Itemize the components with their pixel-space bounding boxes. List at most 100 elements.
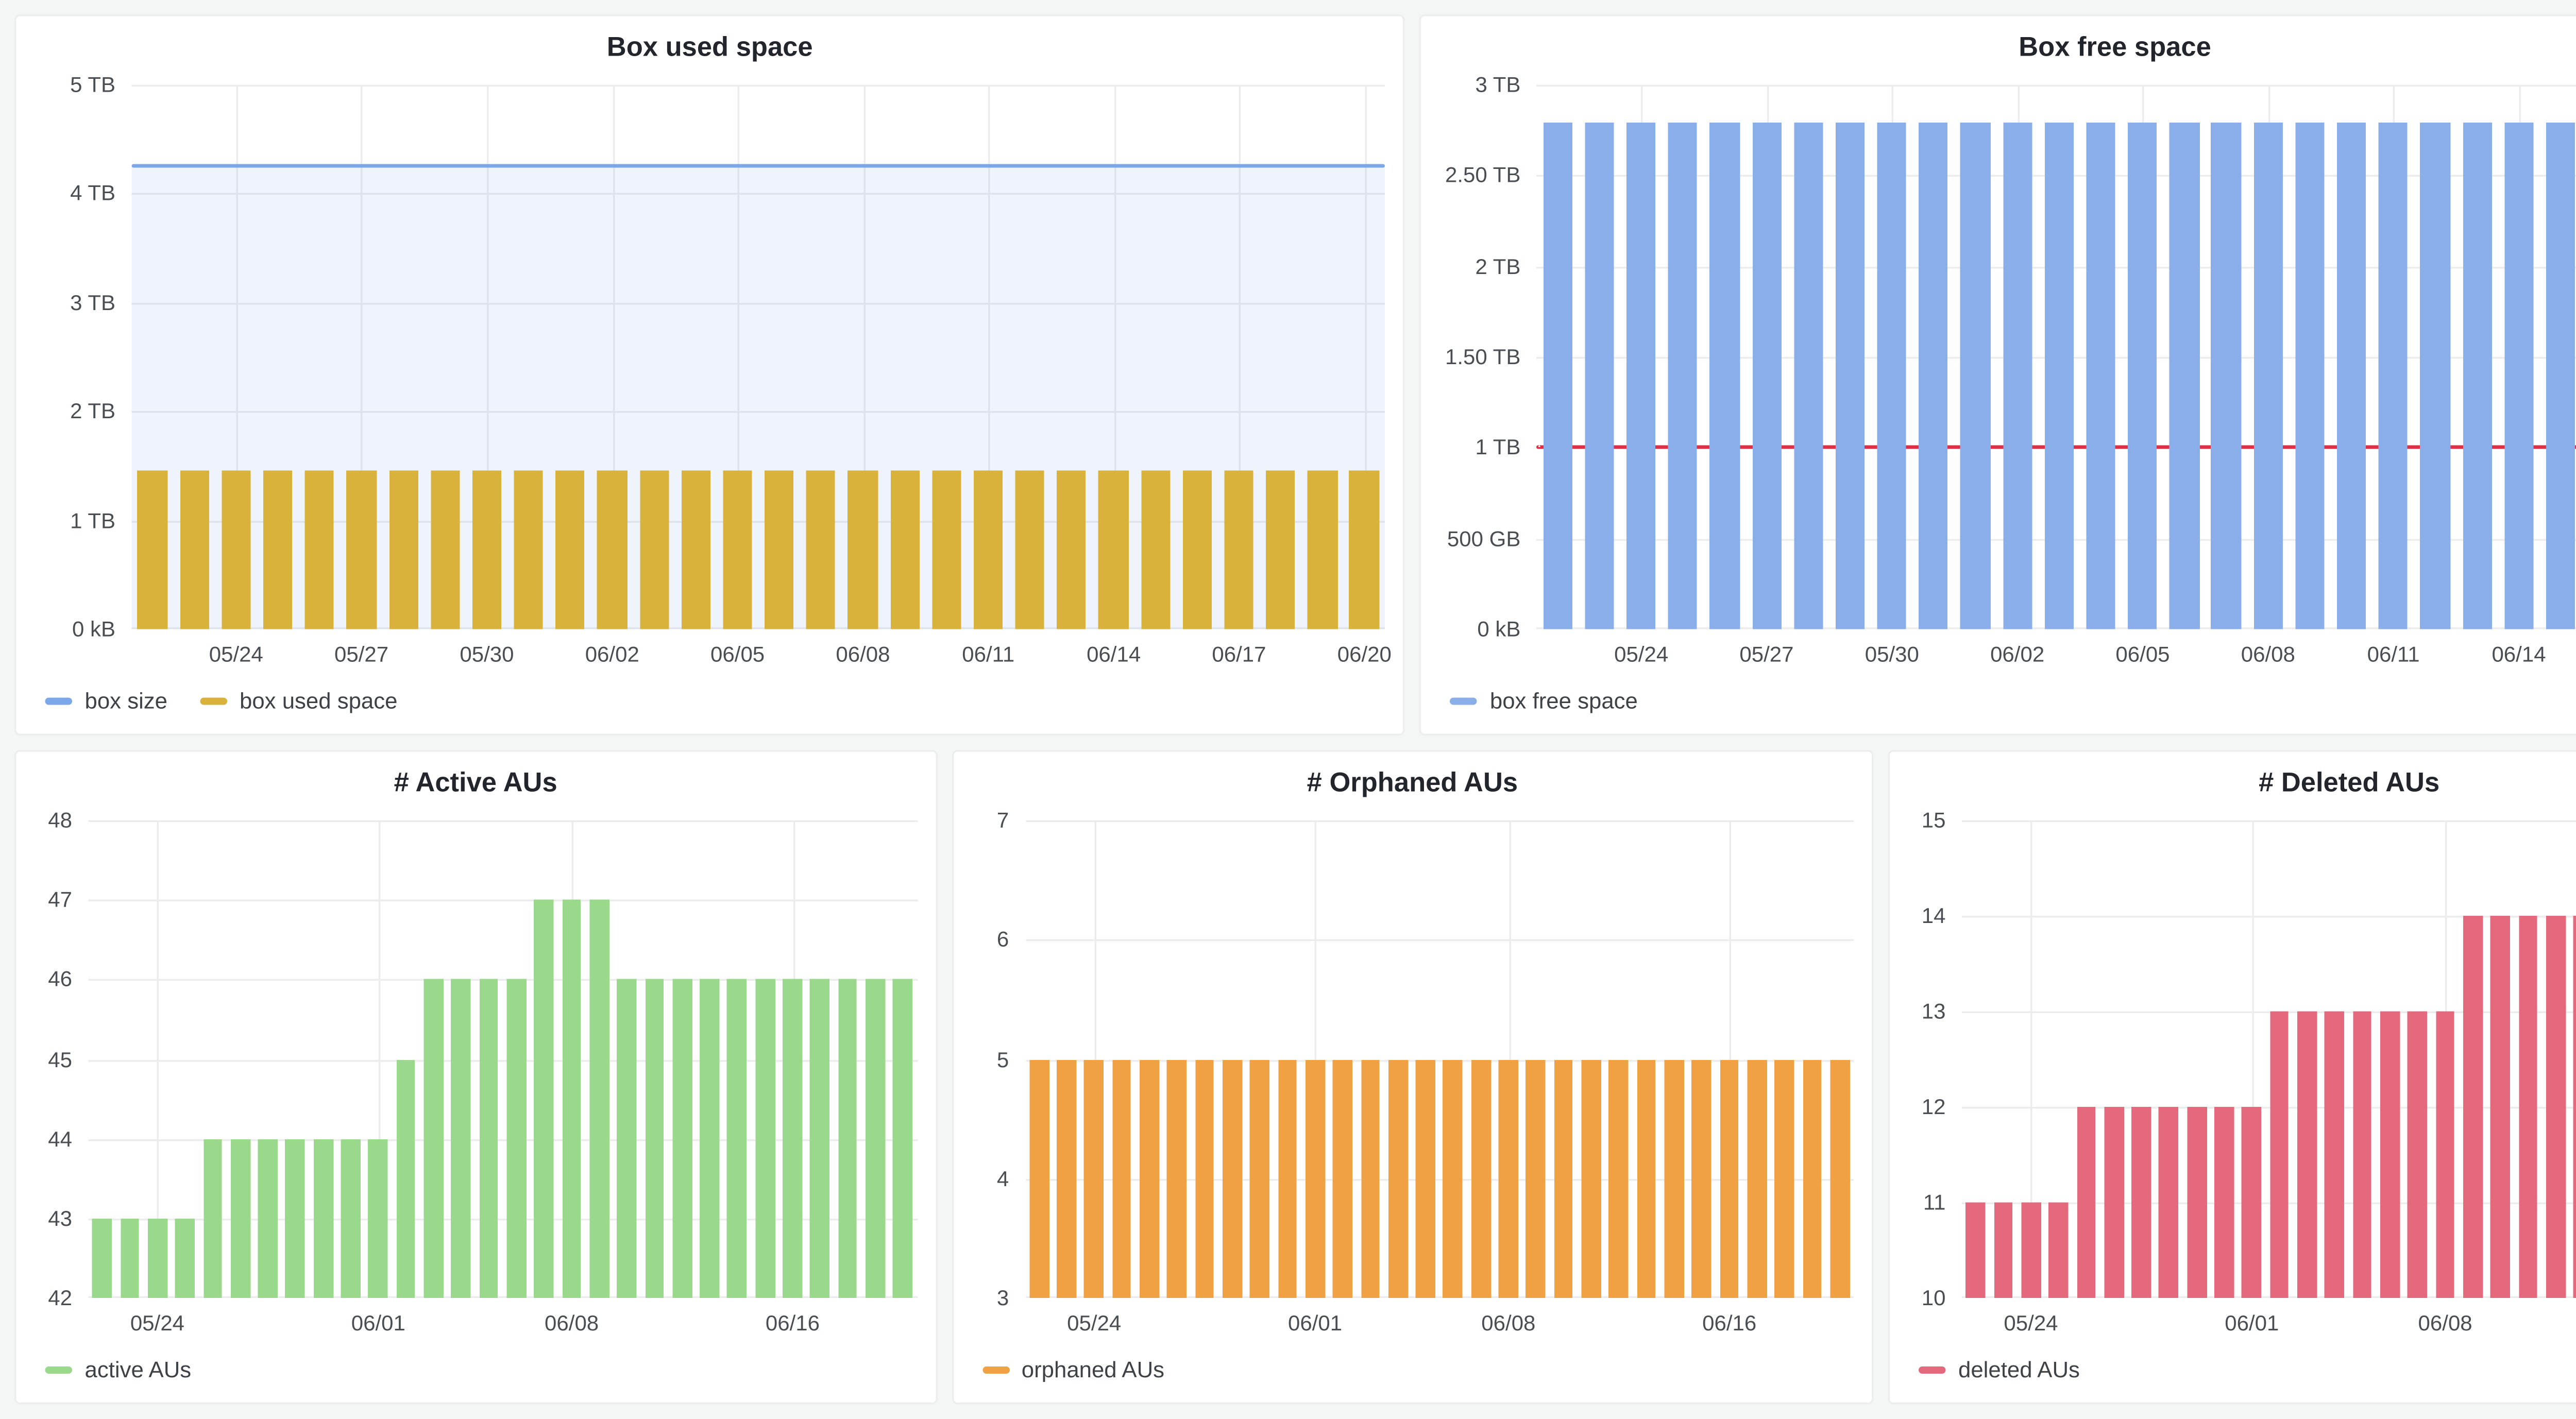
y-tick-label: 3 <box>997 1286 1009 1311</box>
panel-title[interactable]: Box free space <box>1439 27 2576 71</box>
bar <box>2187 1107 2207 1298</box>
bar <box>120 1218 140 1298</box>
y-tick-label: 2.50 TB <box>1445 163 1520 188</box>
legend-label: orphaned AUs <box>1022 1358 1164 1383</box>
bar <box>2435 1012 2455 1298</box>
plot-area[interactable] <box>1025 820 1854 1298</box>
bar <box>1710 123 1739 629</box>
x-tick-label: 06/08 <box>2418 1311 2472 1336</box>
bar <box>848 471 877 629</box>
x-tick-label: 06/05 <box>710 642 765 667</box>
legend-label: box free space <box>1490 689 1638 714</box>
y-tick-label: 14 <box>1922 903 1946 929</box>
bar <box>617 980 637 1298</box>
bar <box>506 980 526 1298</box>
x-tick-label: 06/11 <box>962 642 1014 667</box>
bar <box>286 1139 306 1298</box>
x-tick-label: 06/14 <box>2492 642 2546 667</box>
bar <box>866 980 885 1298</box>
x-tick-label: 05/24 <box>1067 1311 1121 1336</box>
bar <box>639 471 669 629</box>
bar-series-box-used-space <box>132 85 1385 629</box>
panel-title[interactable]: Box used space <box>35 27 1385 71</box>
bar <box>2021 1203 2041 1298</box>
bar <box>2352 1012 2372 1298</box>
bar <box>1836 123 1865 629</box>
bar <box>2337 123 2366 629</box>
bar <box>1057 471 1087 629</box>
bar <box>1720 1059 1739 1298</box>
panel-title[interactable]: # Deleted AUs <box>1908 763 2576 806</box>
plot-area[interactable] <box>89 820 917 1298</box>
bar <box>472 471 501 629</box>
bar <box>2132 1107 2151 1298</box>
bar <box>534 900 554 1298</box>
plot-area[interactable] <box>1537 85 2576 629</box>
legend-marker <box>1919 1366 1946 1374</box>
bar <box>2518 916 2538 1298</box>
bar <box>1388 1059 1408 1298</box>
x-tick-label: 06/05 <box>2115 642 2170 667</box>
bar <box>810 980 830 1298</box>
y-tick-label: 43 <box>48 1206 72 1231</box>
legend-label: active AUs <box>85 1358 192 1383</box>
x-tick-label: 05/27 <box>334 642 388 667</box>
bar <box>974 471 1003 629</box>
bar <box>562 900 582 1298</box>
y-tick-label: 3 TB <box>70 290 115 315</box>
y-tick-label: 3 TB <box>1475 72 1520 97</box>
bar <box>2044 123 2074 629</box>
bar <box>1692 1059 1711 1298</box>
bar-series-active-aus <box>89 820 917 1298</box>
bar <box>341 1139 361 1298</box>
legend-item-orphaned-aus[interactable]: orphaned AUs <box>982 1358 1164 1383</box>
panel-title[interactable]: # Active AUs <box>35 763 917 806</box>
bar <box>2462 123 2492 629</box>
legend-item-active-aus[interactable]: active AUs <box>45 1358 192 1383</box>
bar <box>1802 1059 1822 1298</box>
x-tick-label: 06/01 <box>351 1311 405 1336</box>
legend-label: deleted AUs <box>1958 1358 2080 1383</box>
bar-series-deleted-aus <box>1962 820 2576 1298</box>
bar <box>263 471 293 629</box>
plot-area[interactable] <box>132 85 1385 629</box>
legend-item-box-used-space[interactable]: box used space <box>200 689 397 714</box>
x-tick-label: 06/14 <box>1087 642 1141 667</box>
y-tick-label: 2 TB <box>70 399 115 424</box>
bar <box>645 980 664 1298</box>
panel-title[interactable]: # Orphaned AUs <box>971 763 1854 806</box>
bar <box>727 980 747 1298</box>
bar <box>1582 1059 1601 1298</box>
bar <box>1994 1203 2013 1298</box>
bar <box>806 471 836 629</box>
y-tick-label: 42 <box>48 1286 72 1311</box>
legend-item-deleted-aus[interactable]: deleted AUs <box>1919 1358 2080 1383</box>
bar <box>175 1218 195 1298</box>
bar <box>2128 123 2157 629</box>
bar <box>1664 1059 1684 1298</box>
x-tick-label: 06/17 <box>1212 642 1266 667</box>
y-tick-label: 13 <box>1922 999 1946 1024</box>
bar <box>1526 1059 1546 1298</box>
legend-item-box-free-space[interactable]: box free space <box>1450 689 1638 714</box>
y-tick-label: 15 <box>1922 808 1946 833</box>
bar <box>388 471 418 629</box>
bar <box>451 980 471 1298</box>
bar <box>1278 1059 1297 1298</box>
legend-label: box used space <box>240 689 397 714</box>
bar <box>681 471 710 629</box>
x-tick-label: 06/08 <box>545 1311 599 1336</box>
y-tick-label: 48 <box>48 808 72 833</box>
plot-area[interactable] <box>1962 820 2576 1298</box>
legend-item-box-size[interactable]: box size <box>45 689 168 714</box>
bar <box>2325 1012 2345 1298</box>
legend-marker <box>1450 698 1478 705</box>
y-tick-label: 1.50 TB <box>1445 345 1520 370</box>
x-tick-label: 05/30 <box>460 642 514 667</box>
